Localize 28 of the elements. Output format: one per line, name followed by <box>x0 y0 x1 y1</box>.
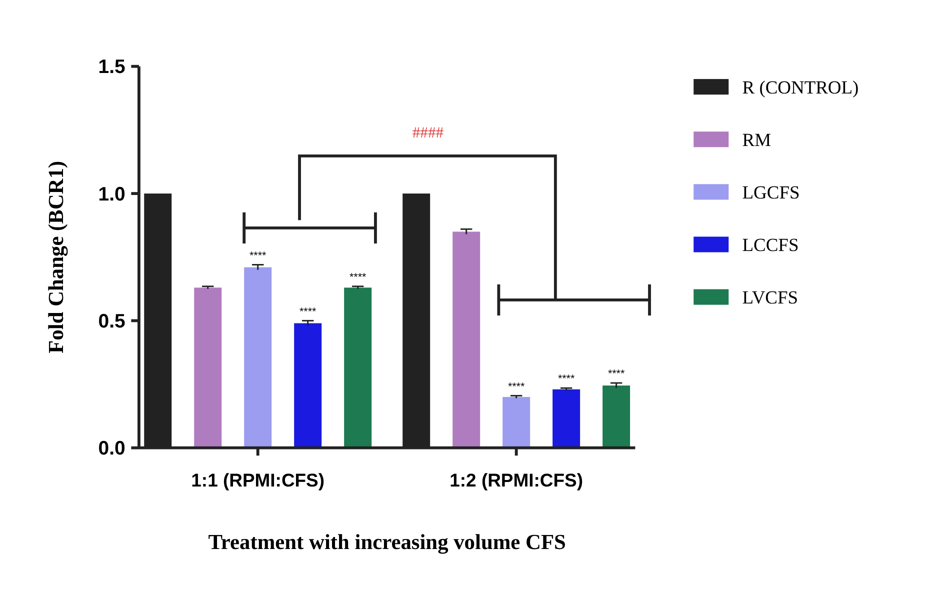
legend-label: LGCFS <box>742 182 800 202</box>
legend-label: R (CONTROL) <box>742 77 859 98</box>
data-label: **** <box>250 250 266 262</box>
bar <box>344 288 372 448</box>
bar <box>294 323 322 448</box>
y-tick-label: 1.0 <box>98 183 126 206</box>
data-label: **** <box>558 373 575 386</box>
y-tick-label: 0.0 <box>98 438 126 460</box>
bar <box>602 386 630 448</box>
y-tick-label: 0.5 <box>98 310 126 332</box>
x-tick-label: 1:2 (RPMI:CFS) <box>450 470 584 491</box>
x-axis-title: Treatment with increasing volume CFS <box>208 530 566 554</box>
legend-label: LVCFS <box>742 287 798 308</box>
x-tick-label: 1:1 (RPMI:CFS) <box>191 470 325 491</box>
legend-label: LCCFS <box>742 234 799 255</box>
legend-label: RM <box>742 130 772 150</box>
bar <box>502 396 530 448</box>
bar <box>244 267 272 448</box>
annotation: #### <box>412 124 444 142</box>
y-axis-title: Fold Change (BCR1) <box>44 160 68 354</box>
bar <box>452 232 480 448</box>
data-label: **** <box>608 368 625 380</box>
data-label: **** <box>508 380 525 393</box>
bar <box>194 288 222 448</box>
data-label: **** <box>300 306 316 318</box>
bar <box>552 389 580 448</box>
y-tick-label: 1.5 <box>98 56 126 78</box>
data-label: **** <box>350 272 366 284</box>
